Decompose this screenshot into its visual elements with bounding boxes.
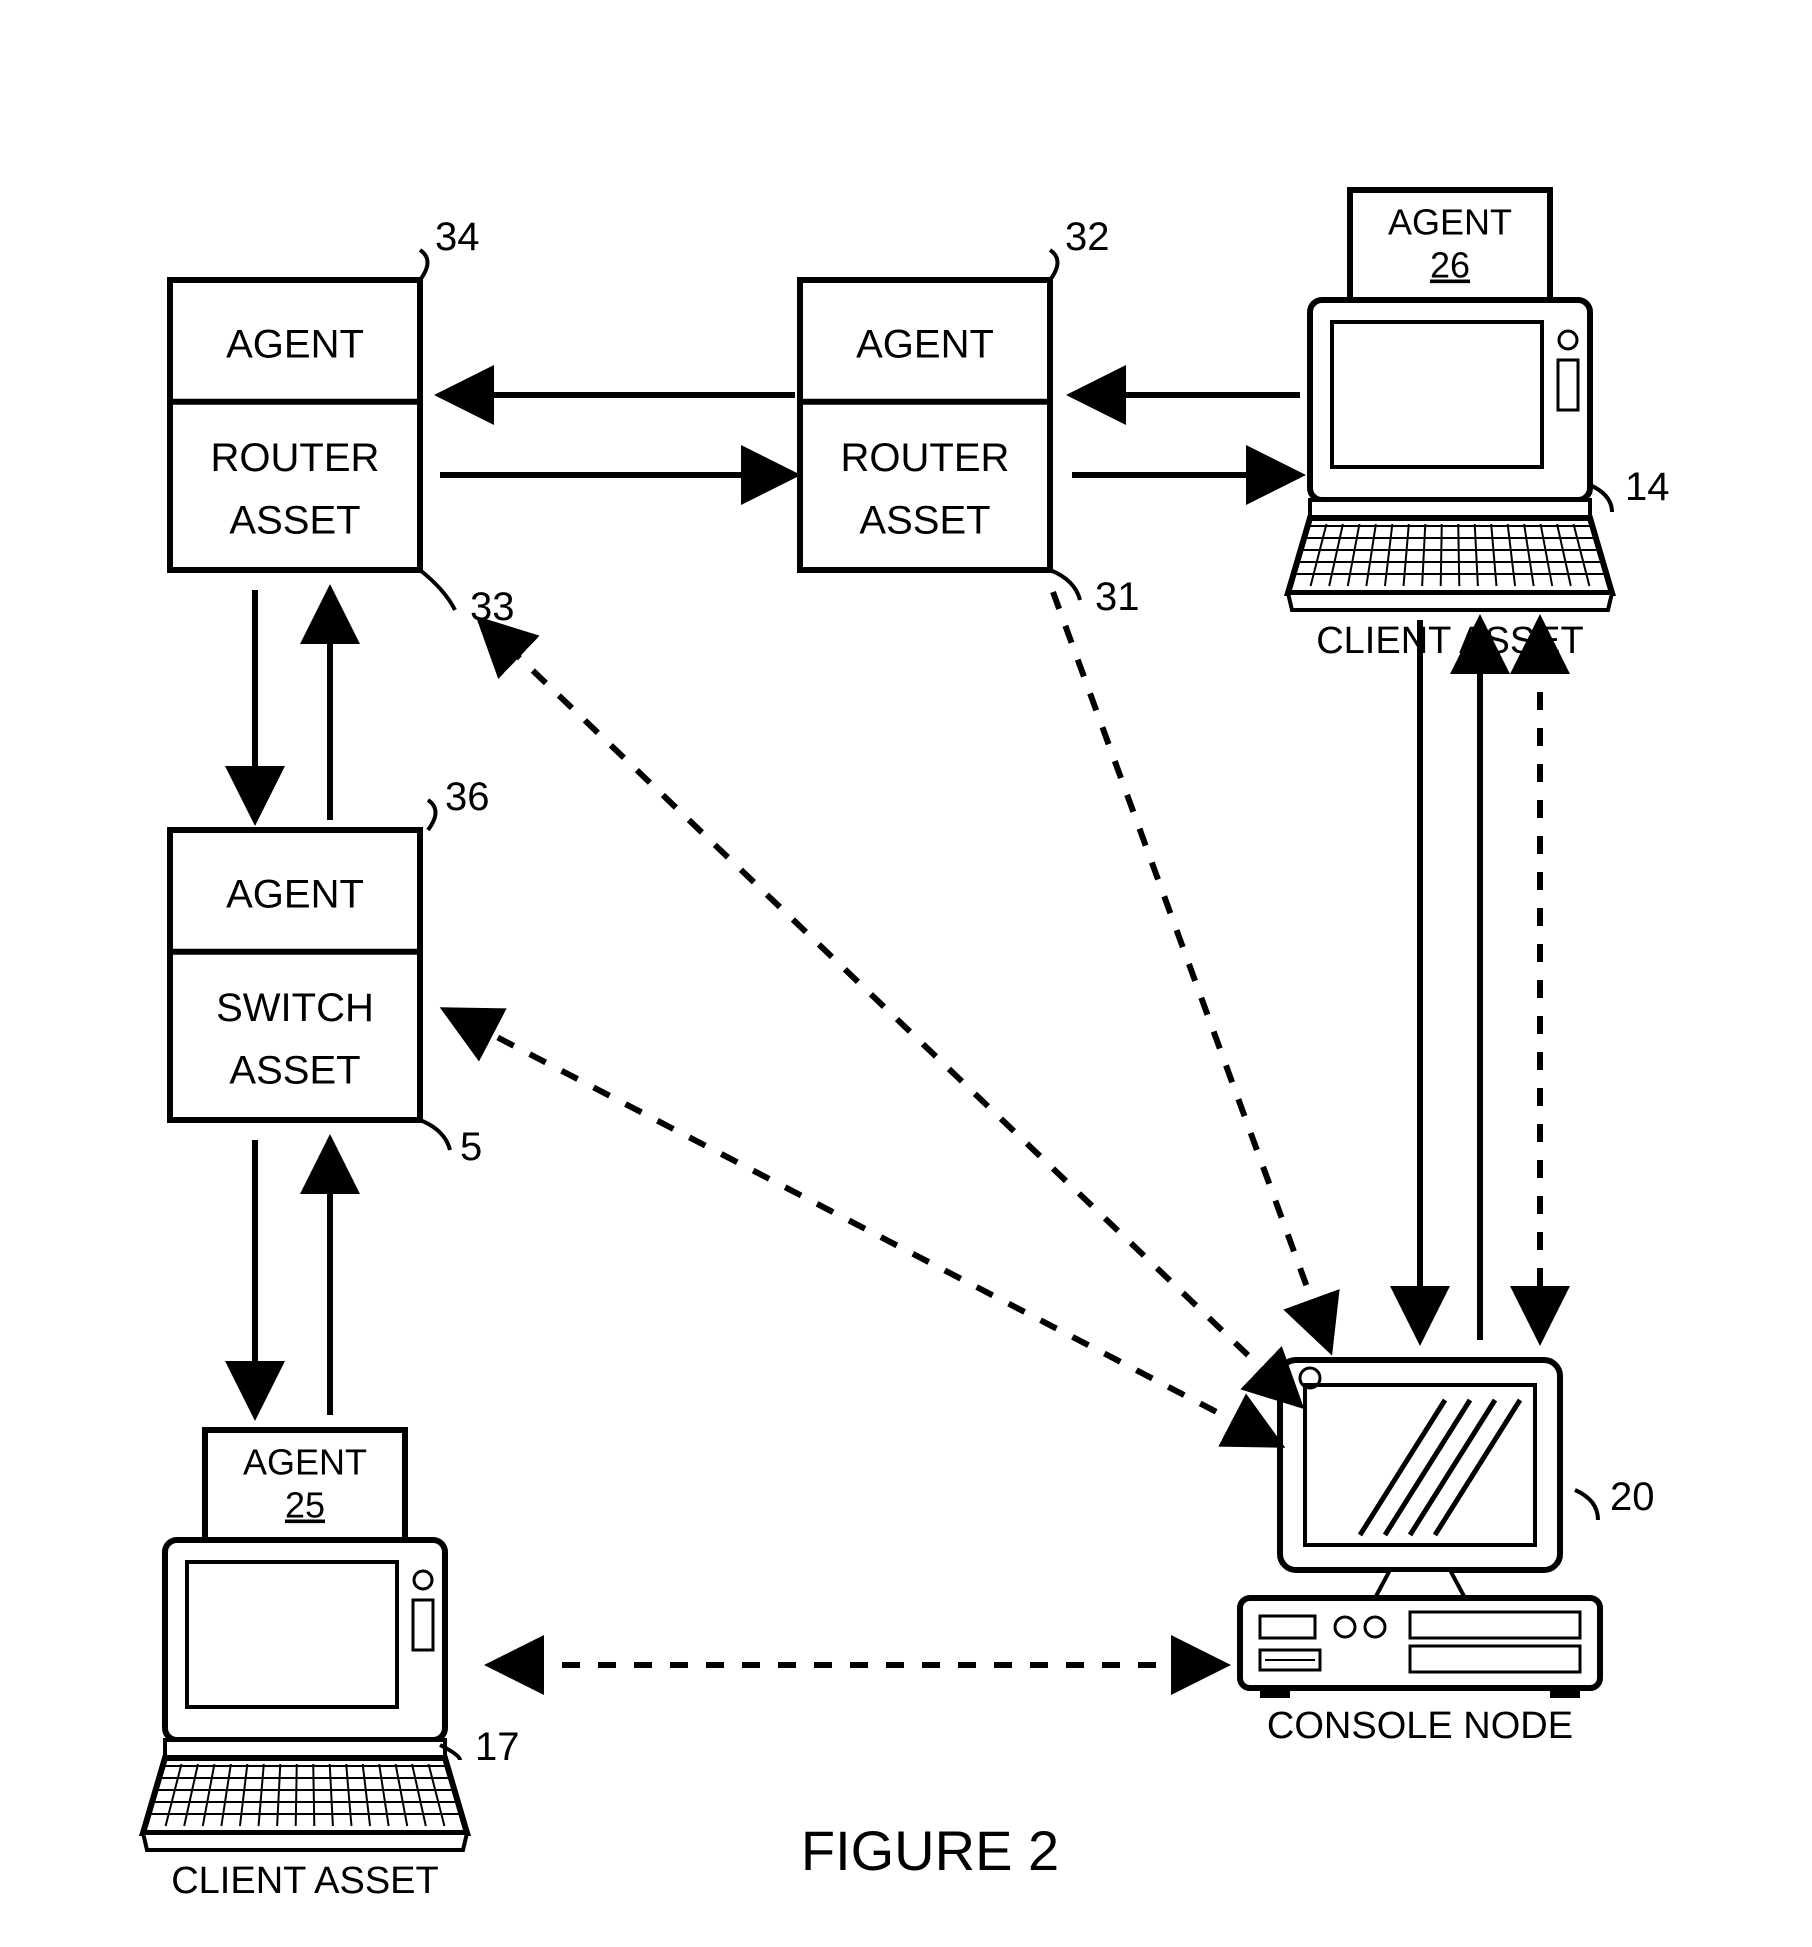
dashed-arrow: [445, 1010, 1280, 1445]
client-asset-label: CLIENT ASSET: [171, 1860, 439, 1902]
agent-label: AGENT: [226, 872, 364, 916]
asset-label-line2: ASSET: [859, 498, 990, 542]
leader-line: [420, 570, 455, 610]
agent-label: AGENT: [1388, 202, 1512, 243]
console-icon: CONSOLE NODE 20: [1240, 1360, 1655, 1747]
leader-line: [1575, 1490, 1598, 1520]
asset-label-line1: ROUTER: [841, 436, 1010, 480]
agent-label: AGENT: [243, 1442, 367, 1483]
ref-number: 14: [1625, 465, 1670, 509]
ref-number: 34: [435, 215, 480, 259]
leader-line: [420, 1120, 450, 1150]
asset-box: AGENT ROUTER ASSET 32 31: [800, 215, 1140, 619]
figure-title: FIGURE 2: [801, 1819, 1059, 1882]
ref-number: 36: [445, 775, 490, 819]
ref-number: 5: [460, 1125, 482, 1169]
asset-label-line2: ASSET: [229, 1048, 360, 1092]
leader-line: [1590, 485, 1612, 512]
asset-label-line1: SWITCH: [216, 986, 374, 1030]
leader-line: [428, 800, 436, 830]
asset-box: AGENT SWITCH ASSET 36 5: [170, 775, 490, 1169]
ref-number: 33: [470, 585, 515, 629]
laptop-icon: AGENT26 CLIENT ASSET 14: [1288, 190, 1670, 662]
agent-label: AGENT: [856, 322, 994, 366]
agent-number: 26: [1430, 245, 1470, 286]
dashed-arrow: [480, 620, 1300, 1405]
asset-label-line1: ROUTER: [211, 436, 380, 480]
leader-line: [1050, 250, 1058, 280]
laptop-icon: AGENT25 CLIENT ASSET 17: [143, 1430, 520, 1902]
ref-number: 31: [1095, 575, 1140, 619]
agent-label: AGENT: [226, 322, 364, 366]
ref-number: 17: [475, 1725, 520, 1769]
dashed-arrow: [1053, 592, 1330, 1350]
asset-label-line2: ASSET: [229, 498, 360, 542]
agent-number: 25: [285, 1485, 325, 1526]
ref-number: 20: [1610, 1475, 1655, 1519]
leader-line: [420, 250, 428, 280]
client-asset-label: CLIENT ASSET: [1316, 620, 1584, 662]
console-node-label: CONSOLE NODE: [1267, 1705, 1573, 1747]
ref-number: 32: [1065, 215, 1110, 259]
asset-box: AGENT ROUTER ASSET 34 33: [170, 215, 515, 629]
